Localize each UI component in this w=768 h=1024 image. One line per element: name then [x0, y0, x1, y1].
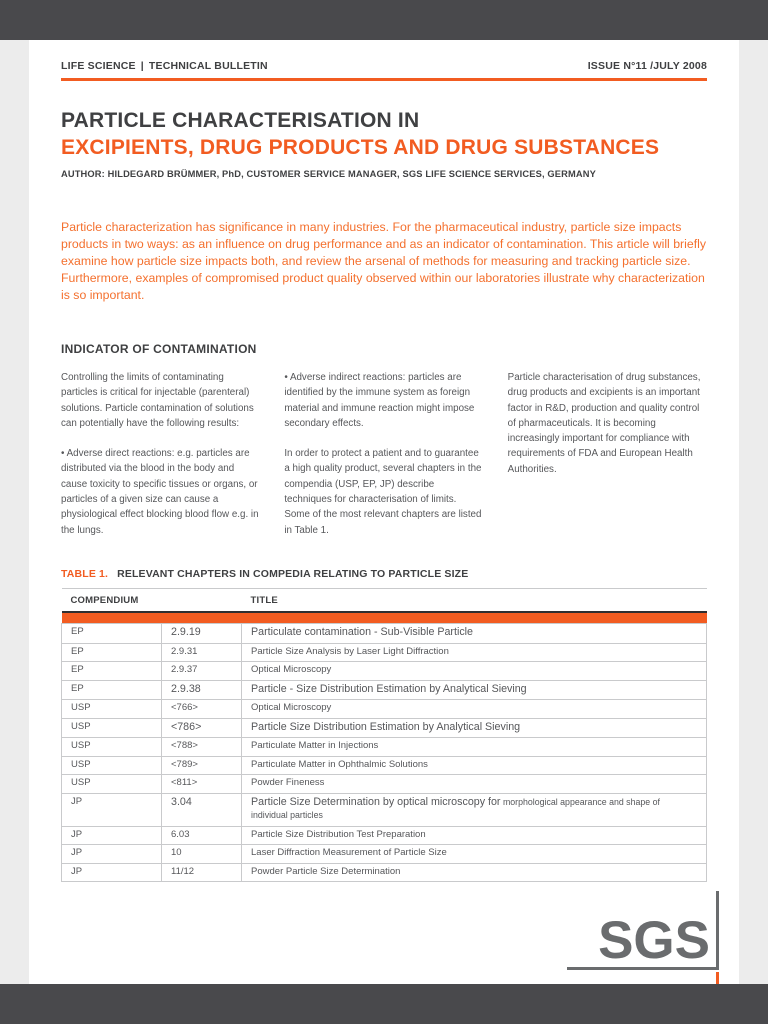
cell-compendium: JP: [61, 825, 162, 846]
author-line: AUTHOR: HILDEGARD BRÜMMER, PhD, CUSTOMER…: [61, 169, 596, 179]
cell-title: Particle Size Determination by optical m…: [241, 792, 707, 827]
cell-chapter: 2.9.37: [160, 661, 243, 681]
cell-title: Particle Size Analysis by Laser Light Di…: [241, 642, 707, 663]
cell-chapter: 2.9.38: [160, 679, 243, 701]
paragraph: Particle characterisation of drug substa…: [507, 372, 701, 475]
cell-title: Powder Fineness: [241, 774, 707, 794]
bottom-letterbox-bar: [0, 984, 768, 1024]
bullet-paragraph: • Adverse direct reactions: e.g. particl…: [61, 448, 259, 536]
paragraph: In order to protect a patient and to gua…: [284, 448, 482, 536]
cell-title: Particle - Size Distribution Estimation …: [241, 679, 707, 701]
table-header-title: TITLE: [241, 587, 707, 613]
cell-title: Powder Particle Size Determination: [241, 862, 707, 883]
top-letterbox-bar: [0, 0, 768, 40]
cell-compendium: USP: [61, 717, 162, 739]
table-header-row: COMPENDIUM TITLE: [61, 587, 707, 613]
masthead: LIFE SCIENCE | TECHNICAL BULLETIN ISSUE N°…: [61, 60, 707, 72]
cell-title: Optical Microscopy: [241, 699, 707, 719]
cell-title: Optical Microscopy: [241, 661, 707, 681]
body-column-1: Controlling the limits of contaminating …: [61, 370, 260, 538]
table-row: EP 2.9.38 Particle - Size Distribution Est…: [61, 679, 707, 701]
cell-chapter: <789>: [160, 755, 243, 776]
masthead-separator: |: [140, 60, 144, 72]
page-title-line2: EXCIPIENTS, DRUG PRODUCTS AND DRUG SUBST…: [61, 136, 660, 159]
compendia-table: COMPENDIUM TITLE EP 2.9.19 Particulate con…: [61, 587, 707, 883]
cell-chapter: 11/12: [160, 862, 243, 883]
cell-compendium: JP: [61, 844, 162, 864]
table-body: EP 2.9.19 Particulate contamination - Sub-…: [61, 623, 707, 883]
sgs-logo: SGS: [567, 891, 719, 991]
masthead-issue: ISSUE N°11 /JULY 2008: [587, 60, 707, 72]
table-row: USP <789> Particulate Matter in Ophthalmic…: [61, 755, 707, 776]
body-columns: Controlling the limits of contaminating …: [61, 370, 707, 538]
cell-title: Particle Size Distribution Estimation by…: [241, 717, 707, 739]
page-title-line1: PARTICLE CHARACTERISATION IN: [61, 109, 420, 132]
cell-chapter: <811>: [160, 774, 243, 794]
cell-title: Laser Diffraction Measurement of Particl…: [241, 844, 707, 864]
table-row: JP 10 Laser Diffraction Measurement of Par…: [61, 844, 707, 864]
cell-title: Particle Size Distribution Test Preparat…: [241, 825, 707, 846]
cell-chapter: <786>: [160, 717, 243, 739]
cell-chapter: 6.03: [160, 825, 243, 846]
logo-orange-tick: [716, 972, 719, 990]
orange-band-cell: [61, 611, 707, 624]
table-row: USP <786> Particle Size Distribution Estim…: [61, 717, 707, 739]
logo-vertical-rule: [716, 891, 719, 967]
cell-compendium: USP: [61, 774, 162, 794]
table-header-compendium: COMPENDIUM: [61, 587, 242, 613]
body-column-2: • Adverse indirect reactions: particles …: [284, 370, 483, 538]
table-row: JP 6.03 Particle Size Distribution Test Pr…: [61, 825, 707, 846]
table-row: USP <788> Particulate Matter in Injections: [61, 737, 707, 757]
table-row: JP 3.04 Particle Size Determination by opt…: [61, 792, 707, 827]
cell-chapter: 2.9.19: [160, 623, 243, 644]
table-row: JP 11/12 Powder Particle Size Determinatio…: [61, 862, 707, 883]
document-page: LIFE SCIENCE | TECHNICAL BULLETIN ISSUE N°…: [29, 40, 739, 990]
cell-title: Particulate Matter in Ophthalmic Solutio…: [241, 755, 707, 776]
body-column-3: Particle characterisation of drug substa…: [508, 370, 707, 538]
cell-chapter: 2.9.31: [160, 642, 243, 663]
cell-chapter: <766>: [160, 699, 243, 719]
table-row: USP <766> Optical Microscopy: [61, 699, 707, 719]
section-heading: INDICATOR OF CONTAMINATION: [61, 342, 257, 356]
cell-compendium: EP: [61, 679, 162, 701]
masthead-bulletin-type: TECHNICAL BULLETIN: [148, 60, 268, 72]
masthead-left: LIFE SCIENCE | TECHNICAL BULLETIN: [61, 60, 268, 72]
sgs-logo-text: SGS: [598, 911, 710, 970]
cell-chapter: 10: [160, 844, 243, 864]
cell-compendium: EP: [61, 661, 162, 681]
cell-chapter: <788>: [160, 737, 243, 757]
table-caption-text: RELEVANT CHAPTERS IN COMPEDIA RELATING T…: [117, 567, 469, 580]
cell-chapter: 3.04: [160, 792, 243, 827]
orange-rule: [61, 78, 707, 81]
table-row: USP <811> Powder Fineness: [61, 774, 707, 794]
cell-compendium: USP: [61, 699, 162, 719]
cell-compendium: EP: [61, 642, 162, 663]
table-caption: TABLE 1. RELEVANT CHAPTERS IN COMPEDIA RE…: [61, 568, 707, 580]
table-row: EP 2.9.37 Optical Microscopy: [61, 661, 707, 681]
cell-compendium: EP: [61, 623, 162, 644]
paragraph: Controlling the limits of contaminating …: [61, 372, 254, 429]
cell-compendium: JP: [61, 792, 162, 827]
cell-title: Particulate Matter in Injections: [241, 737, 707, 757]
cell-title-small-text: morphological appearance and shape of in…: [251, 796, 660, 821]
cell-compendium: USP: [61, 755, 162, 776]
intro-paragraph: Particle characterization has significan…: [61, 220, 707, 302]
cell-compendium: JP: [61, 862, 162, 883]
table-orange-band: [61, 611, 707, 624]
bullet-paragraph: • Adverse indirect reactions: particles …: [284, 372, 475, 429]
logo-horizontal-rule: [567, 967, 719, 970]
table-row: EP 2.9.19 Particulate contamination - Sub-…: [61, 623, 707, 644]
table-caption-label: TABLE 1.: [61, 567, 109, 580]
masthead-category: LIFE SCIENCE: [61, 60, 136, 72]
cell-title: Particulate contamination - Sub-Visible …: [241, 623, 707, 644]
table-row: EP 2.9.31 Particle Size Analysis by Laser …: [61, 642, 707, 663]
cell-compendium: USP: [61, 737, 162, 757]
